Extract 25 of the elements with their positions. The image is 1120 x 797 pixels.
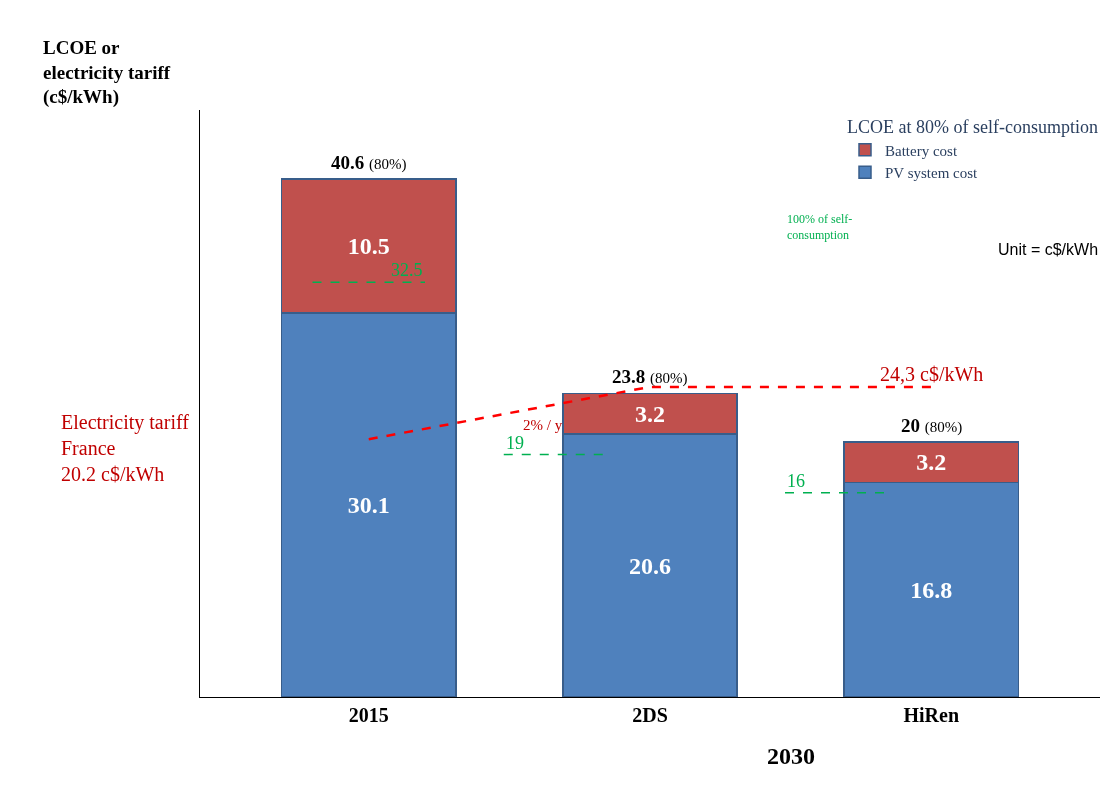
text: Electricity tariff France 20.2 c$/kWh [61,411,190,485]
ref-line-label: 19 [506,433,524,453]
x-tick-label: HiRen [903,704,960,726]
data-label: 30.1 [347,491,390,518]
data-label: 20.6 [629,552,671,579]
annotation: 24,3 c$/kWh [880,363,984,385]
annotation: Unit = c$/kWh [998,241,1099,258]
total-label: 23.8 (80%) [612,366,688,387]
legend-label: PV system cost [885,165,979,181]
total-label: 40.6 (80%) [331,152,407,173]
annotation: 2% / y [523,417,563,433]
data-label: 16.8 [910,576,953,603]
ref-line-label: 32.5 [391,260,423,280]
data-label: 10.5 [347,232,390,259]
data-label: 3.2 [916,449,947,476]
y-axis-title: LCOE or electricity tariff (c$/kWh) [43,37,171,109]
ref-line-label: 16 [787,471,805,491]
text: 2030 [767,743,815,769]
legend-title: LCOE at 80% of self-consumption [847,117,1098,138]
x-tick-label: 2DS [632,704,668,726]
data-label: 3.2 [635,400,665,427]
total-label: 20 (80%) [901,415,963,436]
legend-label: Battery cost [885,142,958,159]
x-tick-label: 2015 [348,704,389,726]
annotation: 100% of self- consumption [787,212,853,242]
